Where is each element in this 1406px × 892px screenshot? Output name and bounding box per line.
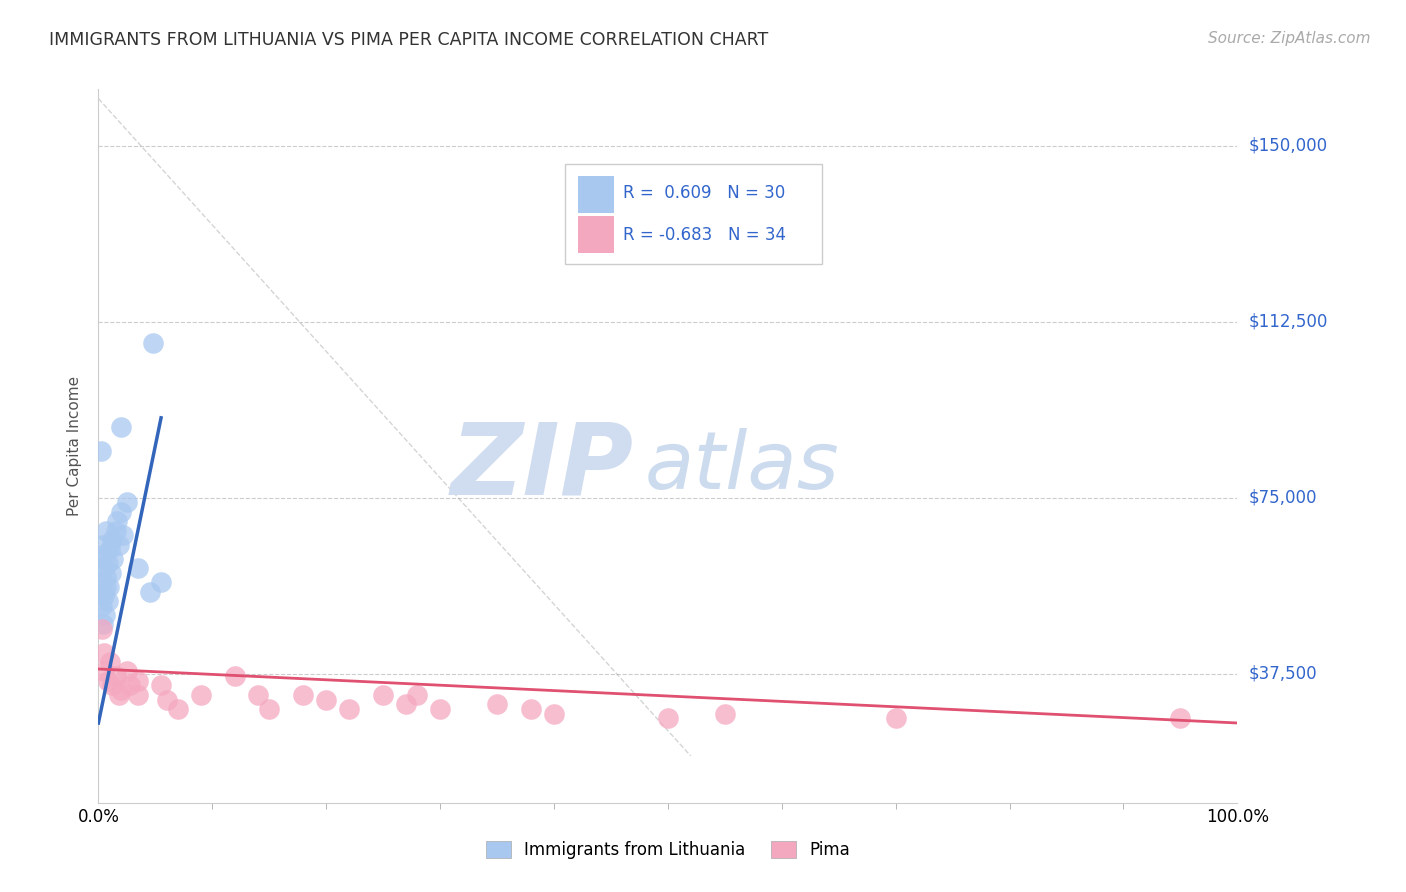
Point: [93, 584, 115, 599]
Point: [1170, 711, 1192, 725]
Point: [101, 678, 124, 692]
FancyBboxPatch shape: [578, 177, 614, 213]
Point: [93, 589, 115, 603]
Point: [96, 570, 118, 584]
Point: [94, 607, 117, 622]
Point: [156, 692, 179, 706]
Point: [90, 599, 112, 613]
Point: [115, 495, 138, 509]
Point: [190, 688, 212, 702]
Point: [127, 561, 149, 575]
Point: [98, 542, 121, 557]
Text: R =  0.609   N = 30: R = 0.609 N = 30: [623, 185, 786, 202]
Point: [224, 669, 246, 683]
Point: [884, 711, 907, 725]
Text: R = -0.683   N = 34: R = -0.683 N = 34: [623, 226, 786, 244]
Point: [120, 678, 142, 692]
Point: [657, 711, 679, 725]
Point: [246, 688, 269, 702]
Point: [94, 547, 117, 561]
Text: $75,000: $75,000: [1249, 489, 1317, 507]
Point: [371, 688, 394, 702]
Point: [108, 688, 131, 702]
Point: [105, 514, 128, 528]
Point: [104, 524, 127, 538]
Point: [315, 692, 337, 706]
Point: [96, 673, 118, 688]
Text: ZIP: ZIP: [451, 419, 634, 516]
Point: [91, 538, 114, 552]
Point: [167, 702, 190, 716]
Point: [100, 566, 122, 580]
Text: $37,500: $37,500: [1249, 665, 1317, 682]
Point: [138, 584, 160, 599]
Point: [96, 580, 118, 594]
Point: [150, 678, 173, 692]
Point: [115, 665, 138, 679]
Text: $150,000: $150,000: [1249, 136, 1327, 154]
Point: [93, 665, 115, 679]
Point: [406, 688, 429, 702]
Point: [96, 594, 118, 608]
Point: [543, 706, 565, 721]
Point: [150, 575, 173, 590]
Point: [90, 443, 112, 458]
Point: [90, 622, 112, 636]
Point: [127, 688, 149, 702]
Point: [96, 557, 118, 571]
Point: [101, 533, 124, 547]
Point: [104, 669, 127, 683]
Y-axis label: Per Capita Income: Per Capita Income: [67, 376, 83, 516]
Point: [93, 646, 115, 660]
Point: [97, 580, 120, 594]
Point: [96, 524, 118, 538]
Point: [110, 420, 132, 434]
Point: [292, 688, 315, 702]
Point: [90, 551, 112, 566]
Point: [91, 617, 114, 632]
FancyBboxPatch shape: [578, 216, 614, 253]
Text: atlas: atlas: [645, 428, 839, 507]
Point: [93, 561, 115, 575]
Point: [714, 706, 737, 721]
Point: [90, 575, 112, 590]
Point: [98, 655, 121, 669]
FancyBboxPatch shape: [565, 164, 821, 264]
Point: [103, 551, 125, 566]
Point: [486, 697, 509, 711]
Point: [112, 528, 135, 542]
Point: [108, 538, 131, 552]
Text: IMMIGRANTS FROM LITHUANIA VS PIMA PER CAPITA INCOME CORRELATION CHART: IMMIGRANTS FROM LITHUANIA VS PIMA PER CA…: [49, 31, 769, 49]
Point: [337, 702, 360, 716]
Text: Source: ZipAtlas.com: Source: ZipAtlas.com: [1208, 31, 1371, 46]
Point: [110, 683, 132, 698]
Text: $112,500: $112,500: [1249, 312, 1327, 331]
Legend: Immigrants from Lithuania, Pima: Immigrants from Lithuania, Pima: [479, 834, 856, 866]
Point: [520, 702, 543, 716]
Point: [127, 673, 149, 688]
Point: [429, 702, 451, 716]
Point: [110, 505, 132, 519]
Point: [395, 697, 418, 711]
Point: [259, 702, 281, 716]
Point: [142, 335, 165, 350]
